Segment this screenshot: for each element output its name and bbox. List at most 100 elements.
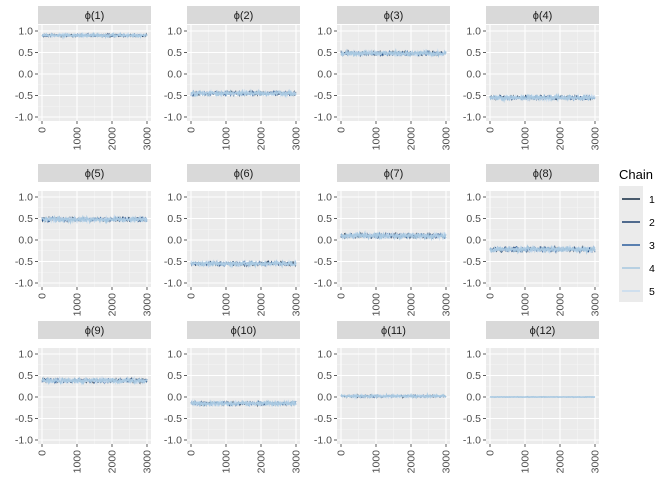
x-tick-label: 1000 [520,450,532,474]
y-tick-label: 0.0 [18,392,33,404]
y-tick-label: 0.5 [167,47,182,59]
y-tick-label: -0.5 [314,256,332,268]
y-tick-label: 1.0 [167,192,182,204]
y-tick-label: 1.0 [466,192,481,204]
facet-panel: ϕ(4) -1.0 -0.5 0.0 0.5 1.0 0 1000 2000 3000 [463,6,602,150]
y-tick-label: -0.5 [15,256,33,268]
x-tick-label: 1000 [221,127,233,151]
facet-strip [337,6,450,24]
facet-strip [38,321,151,339]
y-tick-label: 0.5 [18,47,33,59]
x-tick-label: 2000 [107,293,119,317]
facet-strip-label: ϕ(11) [381,325,406,337]
x-tick-label: 1000 [371,293,383,317]
facet-strip [486,6,599,24]
y-tick-label: 0.5 [317,370,332,382]
y-tick-label: 0.5 [167,370,182,382]
x-tick-label: 3000 [441,293,453,317]
legend-title: Chain [619,167,653,182]
x-tick-label: 2000 [256,293,268,317]
y-tick-label: -0.5 [15,413,33,425]
x-tick-label: 1000 [371,127,383,151]
trace-line-chain-4 [340,48,447,58]
x-tick-label: 0 [336,450,348,456]
x-tick-label: 0 [485,450,497,456]
x-tick-label: 3000 [590,293,602,317]
y-tick-label: 1.0 [317,26,332,38]
legend: Chain 1 2 3 4 5 [619,167,655,302]
facet-panel: ϕ(6) -1.0 -0.5 0.0 0.5 1.0 0 1000 2000 3000 [164,164,303,316]
y-tick-label: 0.5 [466,47,481,59]
trace-line-chain-4 [41,214,148,225]
x-tick-label: 1000 [221,450,233,474]
trace-line-chain-4 [190,259,297,269]
trace-line-chain-4 [190,399,297,408]
y-tick-label: 1.0 [466,349,481,361]
y-tick-label: -1.0 [15,435,33,447]
facet-strip-label: ϕ(12) [530,325,556,337]
x-tick-label: 2000 [406,293,418,317]
x-tick-label: 0 [336,127,348,133]
trace-line-chain-4 [41,31,148,40]
y-tick-label: 0.5 [18,370,33,382]
facet-strip-label: ϕ(2) [234,10,254,22]
x-tick-label: 0 [485,127,497,133]
facet-panel: ϕ(3) -1.0 -0.5 0.0 0.5 1.0 0 1000 2000 3000 [314,6,453,150]
facet-panel: ϕ(11) -1.0 -0.5 0.0 0.5 1.0 0 1000 2000 3000 [314,321,453,473]
y-tick-label: -0.5 [164,413,182,425]
y-tick-label: -1.0 [463,278,481,290]
legend-label: 5 [649,286,655,298]
y-tick-label: 1.0 [317,192,332,204]
facet-strip [337,321,450,339]
x-tick-label: 2000 [406,450,418,474]
y-tick-label: 0.5 [317,47,332,59]
facet-strip [38,164,151,182]
facet-strip-label: ϕ(4) [533,10,553,22]
y-tick-label: 0.0 [18,235,33,247]
y-tick-label: 0.0 [317,235,332,247]
trace-line-chain-4 [340,392,447,400]
y-tick-label: -0.5 [15,90,33,102]
facet-strip [337,164,450,182]
trace-line-chain-4 [190,88,297,98]
y-tick-label: 0.0 [167,235,182,247]
x-tick-label: 0 [336,293,348,299]
facet-strip-label: ϕ(3) [384,10,404,22]
y-tick-label: -1.0 [463,112,481,124]
facet-panel: ϕ(5) -1.0 -0.5 0.0 0.5 1.0 0 1000 2000 3000 [15,164,154,316]
y-tick-label: -1.0 [314,112,332,124]
x-tick-label: 0 [186,450,198,456]
x-tick-label: 0 [37,293,49,299]
facet-strip-label: ϕ(5) [85,168,105,180]
x-tick-label: 2000 [107,127,119,151]
legend-key-background [619,186,643,302]
x-tick-label: 2000 [406,127,418,151]
trace-line-chain-4 [489,395,595,399]
y-tick-label: -1.0 [15,278,33,290]
facet-panel: ϕ(10) -1.0 -0.5 0.0 0.5 1.0 0 1000 2000 3000 [164,321,303,473]
legend-label: 2 [649,217,655,229]
y-tick-label: -1.0 [164,435,182,447]
x-tick-label: 1000 [72,127,84,151]
y-tick-label: -0.5 [463,90,481,102]
legend-label: 3 [649,240,655,252]
y-tick-label: 0.0 [317,392,332,404]
facet-strip-label: ϕ(8) [533,168,553,180]
trace-line-chain-4 [489,244,596,255]
y-tick-label: 1.0 [167,26,182,38]
x-tick-label: 1000 [72,293,84,317]
facet-strip [187,321,300,339]
y-tick-label: 0.0 [167,69,182,81]
facet-panels: ϕ(1) -1.0 -0.5 0.0 0.5 1.0 0 1000 2000 3000 ϕ(2) -1… [15,6,602,473]
x-tick-label: 2000 [555,293,567,317]
y-tick-label: -0.5 [463,256,481,268]
x-tick-label: 3000 [142,450,154,474]
facet-strip-label: ϕ(1) [85,10,105,22]
y-tick-label: 0.5 [317,213,332,225]
x-tick-label: 3000 [142,293,154,317]
y-tick-label: 1.0 [18,192,33,204]
y-tick-label: -1.0 [164,278,182,290]
facet-strip-label: ϕ(7) [384,168,404,180]
x-tick-label: 2000 [256,450,268,474]
